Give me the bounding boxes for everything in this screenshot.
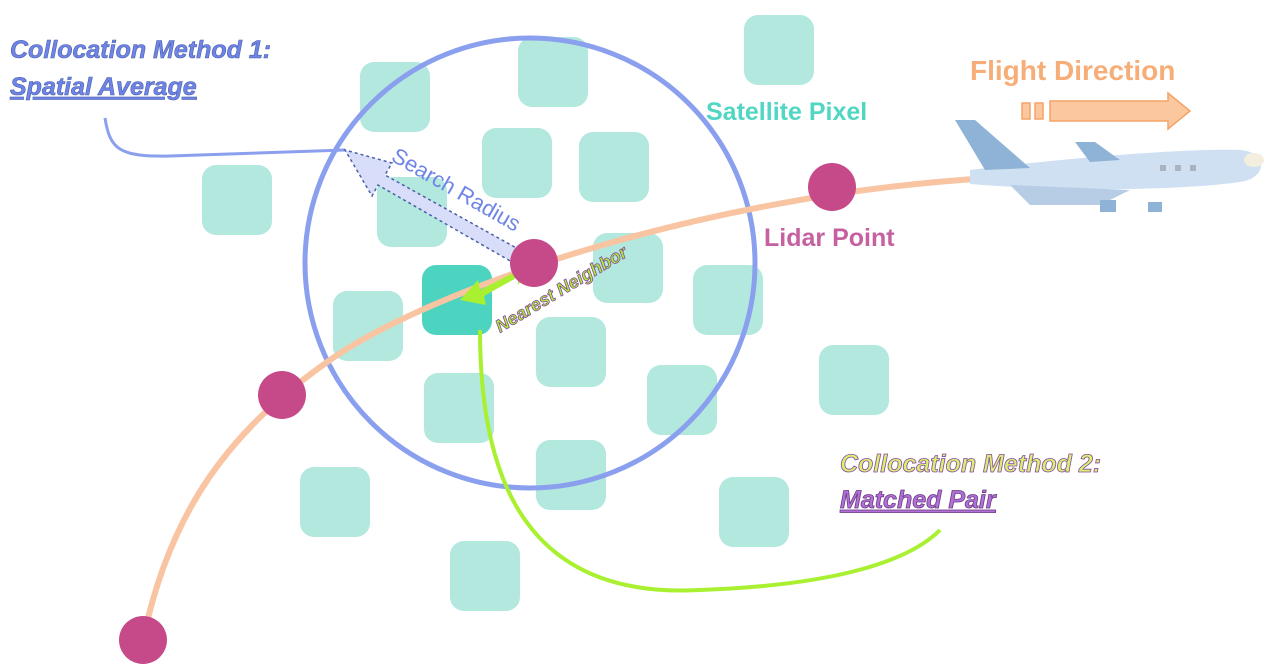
method2-title: Collocation Method 2: <box>840 450 1101 478</box>
satellite-pixels <box>202 15 889 611</box>
lidar-point <box>258 371 306 419</box>
pixel <box>202 165 272 235</box>
pixel <box>744 15 814 85</box>
pixel <box>819 345 889 415</box>
pixel <box>424 373 494 443</box>
pixel <box>300 467 370 537</box>
pixel <box>579 132 649 202</box>
pixel <box>647 365 717 435</box>
method1-leader <box>103 117 346 158</box>
method2-subtitle: Matched Pair <box>840 486 997 514</box>
flight-arrow <box>1021 91 1192 131</box>
flight-direction-label: Flight Direction <box>970 55 1175 86</box>
pixel <box>719 477 789 547</box>
search-circle <box>302 35 758 491</box>
pixel <box>482 128 552 198</box>
pixel <box>360 62 430 132</box>
pixel <box>536 317 606 387</box>
pixel <box>536 440 606 510</box>
method1-title: Collocation Method 1: <box>10 36 271 64</box>
pixel <box>593 233 663 303</box>
pixel <box>450 541 520 611</box>
flight-track <box>140 175 991 641</box>
lidar-point-label: Lidar Point <box>764 224 895 252</box>
method1-subtitle: Spatial Average <box>10 73 197 101</box>
pixel <box>693 265 763 335</box>
pixel <box>518 37 588 107</box>
satellite-pixel-label: Satellite Pixel <box>706 98 867 126</box>
lidar-point <box>808 163 856 211</box>
nearest-pixel <box>422 265 492 335</box>
method2-leader <box>478 329 942 593</box>
lidar-point <box>510 239 558 287</box>
lidar-point <box>119 616 167 664</box>
airplane <box>955 120 1264 212</box>
search-radius-arrow <box>343 148 522 263</box>
